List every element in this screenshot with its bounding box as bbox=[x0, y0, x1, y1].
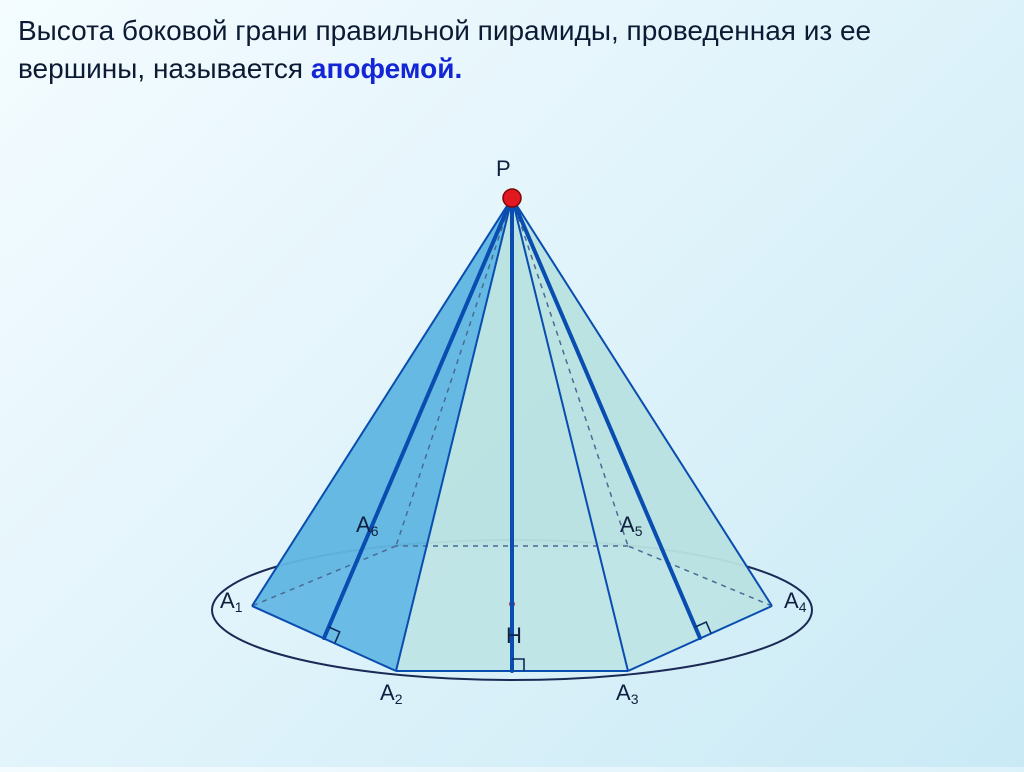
label-A6: A6 bbox=[356, 512, 378, 539]
label-A2: A2 bbox=[380, 680, 402, 707]
label-A3: A3 bbox=[616, 680, 638, 707]
definition-keyword: апофемой. bbox=[311, 53, 462, 84]
label-H: Н bbox=[506, 623, 522, 649]
label-A5: A5 bbox=[620, 512, 642, 539]
definition-text: Высота боковой грани правильной пирамиды… bbox=[18, 12, 1006, 88]
label-P: P bbox=[496, 156, 511, 182]
label-A1: A1 bbox=[220, 588, 242, 615]
pyramid-diagram bbox=[0, 90, 1024, 767]
label-A4: A4 bbox=[784, 588, 806, 615]
diagram-stage: P Н A1 A2 A3 A4 A5 A6 bbox=[0, 90, 1024, 767]
